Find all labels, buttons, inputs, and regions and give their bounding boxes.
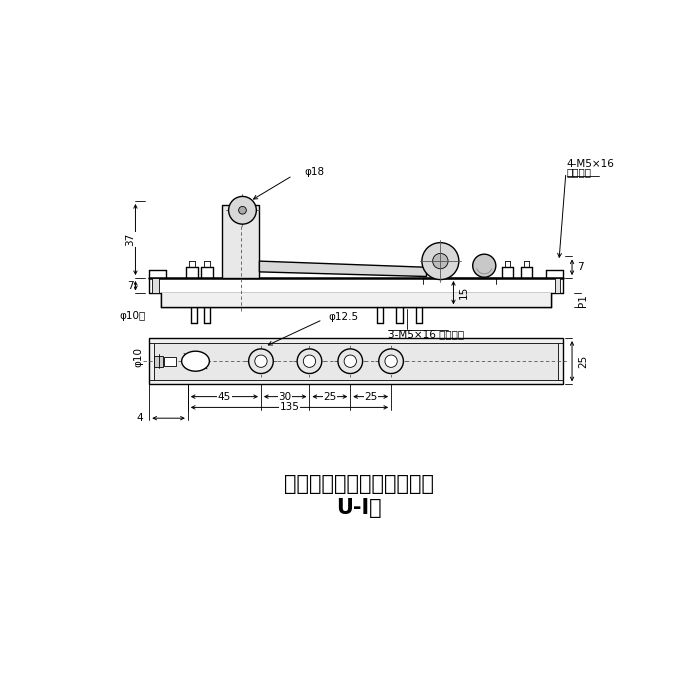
Bar	[161, 293, 552, 307]
Circle shape	[303, 355, 316, 368]
Circle shape	[422, 243, 459, 279]
Text: 25: 25	[578, 355, 588, 368]
Bar	[152, 278, 158, 293]
Text: P1: P1	[578, 294, 588, 307]
Text: φ10: φ10	[133, 347, 144, 368]
Text: 15: 15	[459, 286, 469, 300]
Text: 3-M5×16 皿小ネジ: 3-M5×16 皿小ネジ	[388, 329, 464, 339]
Text: 45: 45	[218, 391, 231, 402]
Circle shape	[229, 197, 256, 224]
Circle shape	[298, 349, 322, 374]
Circle shape	[239, 206, 246, 214]
Text: 135: 135	[279, 402, 300, 412]
Text: 25: 25	[364, 391, 377, 402]
Circle shape	[379, 349, 403, 374]
Text: 4: 4	[136, 413, 144, 424]
Text: 移動調整型トップピボット: 移動調整型トップピボット	[284, 475, 434, 494]
Circle shape	[248, 349, 273, 374]
Bar	[223, 205, 260, 278]
Text: U-Ⅰ型: U-Ⅰ型	[336, 498, 382, 517]
Bar	[154, 356, 163, 367]
Text: 25: 25	[323, 391, 337, 402]
Circle shape	[338, 349, 363, 374]
Text: 7: 7	[578, 262, 584, 272]
Text: φ18: φ18	[304, 167, 324, 177]
Circle shape	[473, 254, 496, 277]
Text: 皿小ネジ: 皿小ネジ	[567, 167, 592, 178]
Ellipse shape	[181, 351, 209, 371]
Bar	[555, 278, 561, 293]
Text: φ10穴: φ10穴	[119, 311, 146, 321]
Text: 7: 7	[127, 281, 134, 290]
Text: 30: 30	[279, 391, 292, 402]
Bar	[149, 338, 563, 384]
Polygon shape	[260, 261, 426, 277]
Bar	[164, 356, 176, 366]
Text: 4-M5×16: 4-M5×16	[567, 159, 615, 169]
Bar	[154, 343, 558, 379]
Circle shape	[255, 355, 267, 368]
Circle shape	[344, 355, 356, 368]
Text: φ12.5: φ12.5	[328, 312, 358, 322]
Circle shape	[433, 253, 448, 269]
Circle shape	[385, 355, 398, 368]
Text: 37: 37	[125, 233, 135, 246]
